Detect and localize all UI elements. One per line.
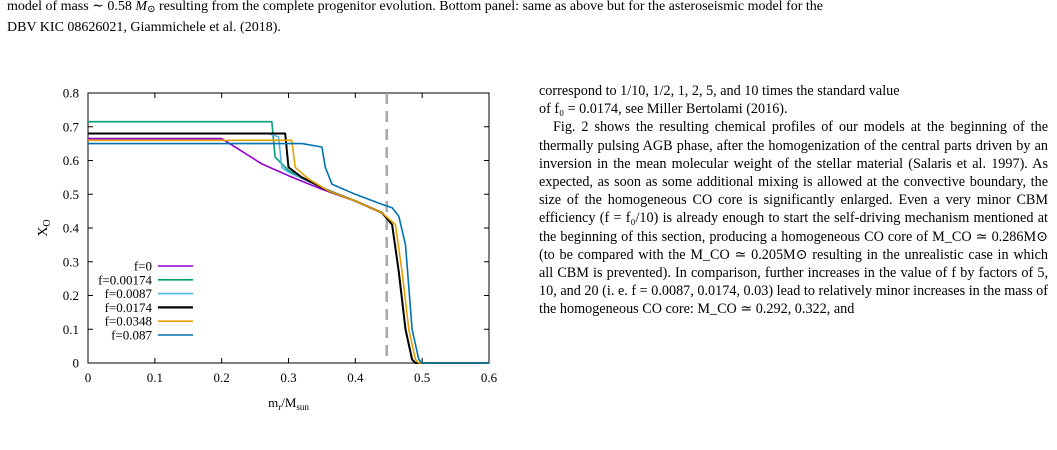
legend-label: f=0.087 [111, 328, 152, 343]
x-tick-label: 0.4 [347, 370, 364, 385]
legend-label: f=0.0087 [105, 286, 153, 301]
x-axis-label: mr/Msun [268, 395, 309, 412]
caption-line-1-end: resulting from the complete progenitor e… [155, 0, 824, 14]
body-text: correspond to 1/10, 1/2, 1, 2, 5, and 10… [539, 82, 1048, 319]
x-tick-label: 0.5 [414, 370, 430, 385]
y-tick-label: 0.4 [63, 221, 80, 236]
legend-label: f=0.0174 [105, 300, 153, 315]
x-tick-label: 0.2 [214, 370, 230, 385]
series-line-4 [88, 139, 489, 364]
caption-line-1-start: model of mass ∼ 0.58 [7, 0, 136, 14]
series-group [88, 120, 489, 364]
caption-line-2: DBV KIC 08626021, Giammichele et al. (20… [7, 20, 281, 35]
oxygen-profile-chart: 0 0.1 0.2 0.3 0.4 0.5 0.6 0 0.1 0.2 0.3 0.4 0.5 0.6 0.… [36, 86, 498, 413]
legend-label: f=0 [134, 259, 152, 274]
paragraph-2: Fig. 2 shows the resulting chemical prof… [539, 119, 1048, 318]
paragraph-1: correspond to 1/10, 1/2, 1, 2, 5, and 10… [539, 82, 1048, 118]
x-tick-label: 0.1 [147, 370, 163, 385]
caption-line-1: model of mass ∼ 0.58 M⊙ resulting from t… [7, 0, 824, 15]
figure-caption: model of mass ∼ 0.58 M⊙ resulting from t… [7, 0, 1051, 37]
caption-msun-symbol: M [135, 0, 148, 14]
paragraph-1-line-1: correspond to 1/10, 1/2, 1, 2, 5, and 10… [539, 83, 900, 99]
y-tick-label: 0.7 [63, 119, 80, 134]
y-tick-label: 0.8 [63, 86, 79, 101]
y-tick-label: 0.5 [63, 187, 79, 202]
legend-label: f=0.0348 [105, 314, 152, 329]
legend-label: f=0.00174 [98, 272, 152, 287]
paragraph-1-line-2: of f₀ = 0.0174, see Miller Bertolami (20… [539, 101, 788, 118]
y-tick-label: 0.2 [63, 288, 79, 303]
y-tick-label: 0.6 [63, 153, 80, 168]
axis-labels: mr/Msun XO [36, 219, 309, 412]
series-line-5 [88, 142, 489, 364]
x-tick-label: 0 [85, 370, 92, 385]
y-axis-label: XO [36, 219, 53, 236]
y-tick-label: 0 [73, 356, 80, 371]
y-tick-label: 0.3 [63, 254, 79, 269]
y-tick-label: 0.1 [63, 322, 79, 337]
axis-ticks: 0 0.1 0.2 0.3 0.4 0.5 0.6 0 0.1 0.2 0.3 0.4 0.5 0.6 0.… [63, 86, 498, 386]
legend: f=0f=0.00174f=0.0087f=0.0174f=0.0348f=0.… [98, 259, 193, 343]
x-tick-label: 0.3 [280, 370, 296, 385]
x-tick-label: 0.6 [481, 370, 498, 385]
